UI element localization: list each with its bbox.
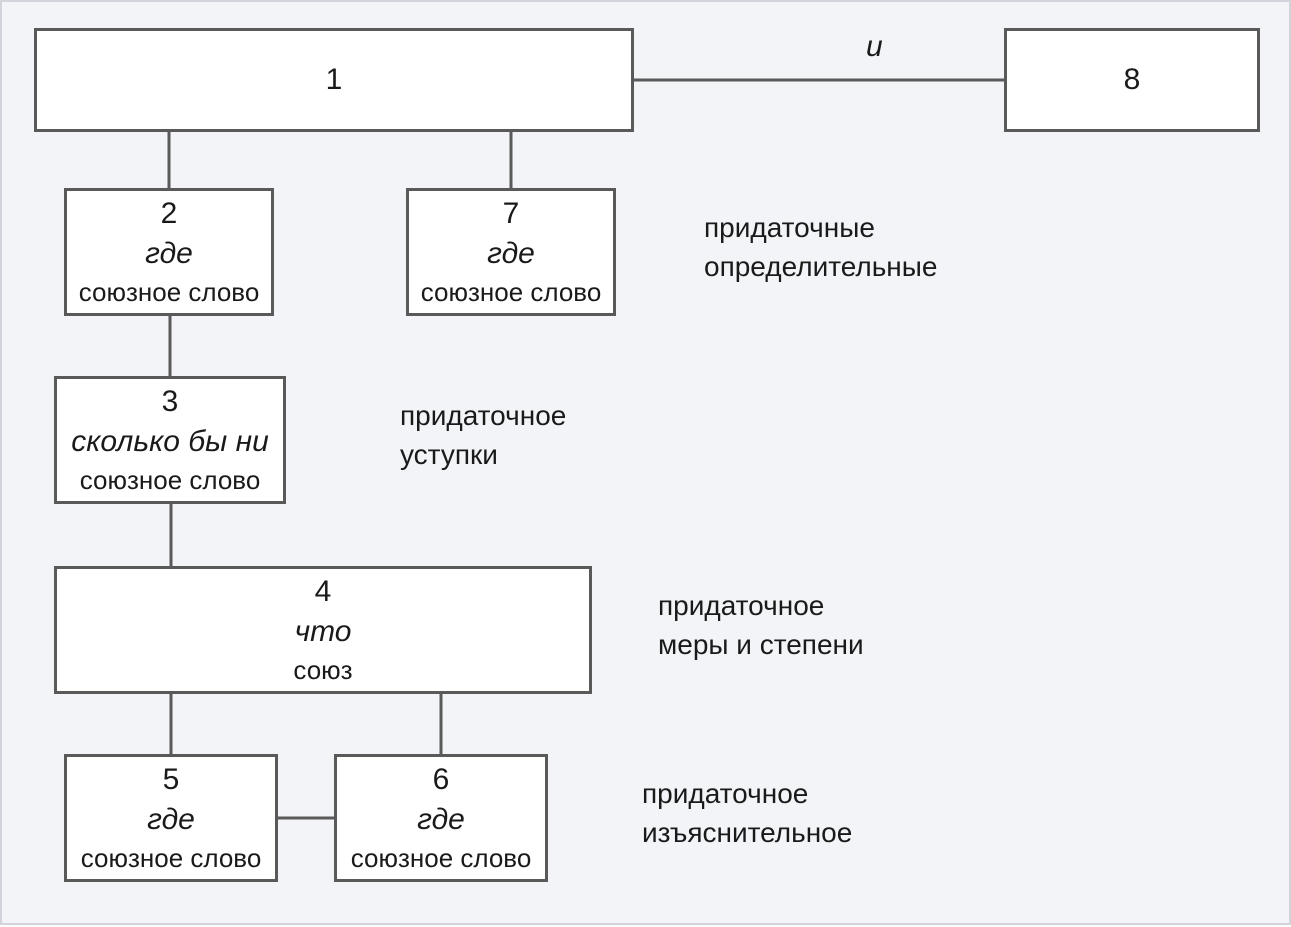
node-1-num: 1 <box>326 60 343 101</box>
label-explanatory-l2: изъяснительное <box>642 813 852 852</box>
node-4: 4 что союз <box>54 566 592 694</box>
node-4-word: что <box>295 612 352 653</box>
label-attributive-l2: определительные <box>704 247 937 286</box>
node-3: 3 сколько бы ни союзное слово <box>54 376 286 504</box>
node-5-word: где <box>147 800 195 841</box>
label-attributive-l1: придаточные <box>704 208 937 247</box>
node-7-word: где <box>487 234 535 275</box>
node-6-word: где <box>417 800 465 841</box>
node-5-type: союзное слово <box>81 841 262 876</box>
label-degree: придаточное меры и степени <box>658 586 864 664</box>
label-degree-l1: придаточное <box>658 586 864 625</box>
label-explanatory-l1: придаточное <box>642 774 852 813</box>
label-degree-l2: меры и степени <box>658 625 864 664</box>
node-1: 1 <box>34 28 634 132</box>
label-concessive: придаточное уступки <box>400 396 566 474</box>
node-3-word: сколько бы ни <box>71 422 269 463</box>
node-6-type: союзное слово <box>351 841 532 876</box>
label-concessive-l1: придаточное <box>400 396 566 435</box>
node-6-num: 6 <box>433 760 450 801</box>
conjunction-label: и <box>866 30 883 64</box>
diagram-container: 1 8 и 2 где союзное слово 7 где союзное … <box>0 0 1291 925</box>
node-3-num: 3 <box>162 382 179 423</box>
node-8: 8 <box>1004 28 1260 132</box>
node-6: 6 где союзное слово <box>334 754 548 882</box>
node-8-num: 8 <box>1124 60 1141 101</box>
label-attributive: придаточные определительные <box>704 208 937 286</box>
node-4-num: 4 <box>315 572 332 613</box>
node-5: 5 где союзное слово <box>64 754 278 882</box>
node-7-num: 7 <box>503 194 520 235</box>
node-2-type: союзное слово <box>79 275 260 310</box>
node-5-num: 5 <box>163 760 180 801</box>
label-concessive-l2: уступки <box>400 435 566 474</box>
node-4-type: союз <box>293 653 352 688</box>
label-explanatory: придаточное изъяснительное <box>642 774 852 852</box>
node-3-type: союзное слово <box>80 463 261 498</box>
node-2-word: где <box>145 234 193 275</box>
node-7: 7 где союзное слово <box>406 188 616 316</box>
node-7-type: союзное слово <box>421 275 602 310</box>
node-2-num: 2 <box>161 194 178 235</box>
node-2: 2 где союзное слово <box>64 188 274 316</box>
